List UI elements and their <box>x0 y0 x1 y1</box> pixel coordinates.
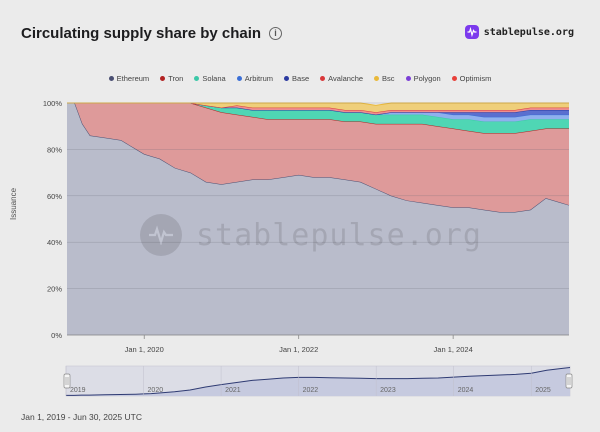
legend-item-bsc[interactable]: Bsc <box>374 74 395 83</box>
legend-item-avalanche[interactable]: Avalanche <box>320 74 363 83</box>
legend-dot <box>405 76 411 81</box>
navigator-year-label: 2021 <box>225 387 241 394</box>
info-icon[interactable]: i <box>269 27 283 40</box>
navigator-year-label: 2022 <box>303 387 319 394</box>
legend-item-tron[interactable]: Tron <box>160 74 183 83</box>
navigator-year-label: 2020 <box>148 387 164 394</box>
legend-label: Bsc <box>382 74 395 83</box>
legend-label: Tron <box>168 74 184 83</box>
legend-label: Avalanche <box>328 74 364 83</box>
legend-label: Solana <box>202 74 226 83</box>
y-tick-label: 80% <box>47 145 62 154</box>
area-tron <box>67 103 569 213</box>
navigator-year-label: 2024 <box>458 387 474 394</box>
area-avalanche <box>67 103 569 115</box>
legend-dot <box>160 76 166 81</box>
legend-label: Arbitrum <box>244 74 274 83</box>
legend-item-solana[interactable]: Solana <box>194 74 226 83</box>
y-tick-label: 20% <box>47 285 62 294</box>
chart-title: Circulating supply share by chain i <box>21 25 283 42</box>
brand-link[interactable]: stablepulse.org <box>464 25 574 39</box>
navigator-year-label: 2025 <box>535 387 551 394</box>
y-tick-label: 100% <box>43 99 63 108</box>
legend-dot <box>194 76 200 81</box>
legend: Ethereum Tron Solana Arbitrum Base Avalanche B… <box>0 74 600 83</box>
area-bsc <box>67 103 569 113</box>
legend-item-optimism[interactable]: Optimism <box>451 74 492 83</box>
y-tick-label: 0% <box>51 331 62 340</box>
x-tick-label: Jan 1, 2024 <box>434 345 473 354</box>
legend-dot <box>374 76 380 81</box>
legend-item-polygon[interactable]: Polygon <box>405 74 441 83</box>
navigator-handle-left[interactable] <box>63 373 71 389</box>
legend-label: Optimism <box>459 74 492 83</box>
legend-dot <box>284 76 290 81</box>
y-tick-label: 60% <box>47 192 62 201</box>
legend-dot <box>236 76 242 81</box>
y-tick-label: 40% <box>47 238 62 247</box>
x-tick-label: Jan 1, 2020 <box>125 345 164 354</box>
area-solana <box>67 103 569 134</box>
navigator-area <box>66 367 570 396</box>
legend-label: Ethereum <box>116 74 150 83</box>
legend-dot <box>320 76 326 81</box>
pulse-icon <box>464 25 479 39</box>
date-range-label: Jan 1, 2019 - Jun 30, 2025 UTC <box>21 412 142 422</box>
legend-label: Polygon <box>413 74 441 83</box>
area-arbitrum <box>67 103 569 122</box>
legend-item-base[interactable]: Base <box>284 74 309 83</box>
area-ethereum <box>67 103 569 335</box>
navigator-year-label: 2019 <box>70 387 86 394</box>
area-base <box>67 103 569 117</box>
chart-title-text: Circulating supply share by chain <box>21 25 262 42</box>
legend-dot <box>108 76 114 81</box>
navigator-year-label: 2023 <box>380 387 396 394</box>
x-tick-label: Jan 1, 2022 <box>279 345 318 354</box>
legend-item-ethereum[interactable]: Ethereum <box>108 74 150 83</box>
navigator-handle-right[interactable] <box>565 373 573 389</box>
legend-dot <box>451 76 457 81</box>
brand-text: stablepulse.org <box>483 26 574 38</box>
legend-label: Base <box>292 74 310 83</box>
line-bsc <box>67 102 569 106</box>
legend-item-arbitrum[interactable]: Arbitrum <box>236 74 274 83</box>
